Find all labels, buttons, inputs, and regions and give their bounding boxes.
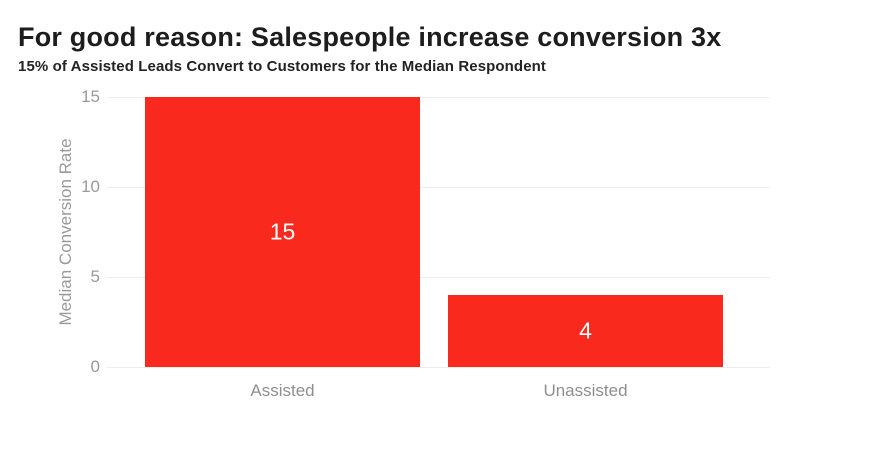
bar-value-label: 15 xyxy=(269,218,296,245)
bar-value-label: 4 xyxy=(579,317,592,344)
gridline xyxy=(107,97,770,98)
y-axis-title: Median Conversion Rate xyxy=(56,138,75,326)
bar-unassisted: 4 xyxy=(448,295,723,367)
bar-assisted: 15 xyxy=(145,97,420,367)
y-tick-label: 5 xyxy=(90,267,100,286)
page-subtitle: 15% of Assisted Leads Convert to Custome… xyxy=(18,58,546,75)
gridline xyxy=(107,277,770,278)
gridline xyxy=(107,367,770,368)
y-tick-label: 0 xyxy=(90,357,100,376)
y-tick-label: 15 xyxy=(81,87,100,106)
x-tick-label-unassisted: Unassisted xyxy=(543,381,628,400)
page-title: For good reason: Salespeople increase co… xyxy=(18,22,722,52)
plot-area: 15 4 xyxy=(107,97,770,368)
y-tick-label: 10 xyxy=(81,177,100,196)
gridline xyxy=(107,187,770,188)
x-tick-label-assisted: Assisted xyxy=(250,381,315,400)
